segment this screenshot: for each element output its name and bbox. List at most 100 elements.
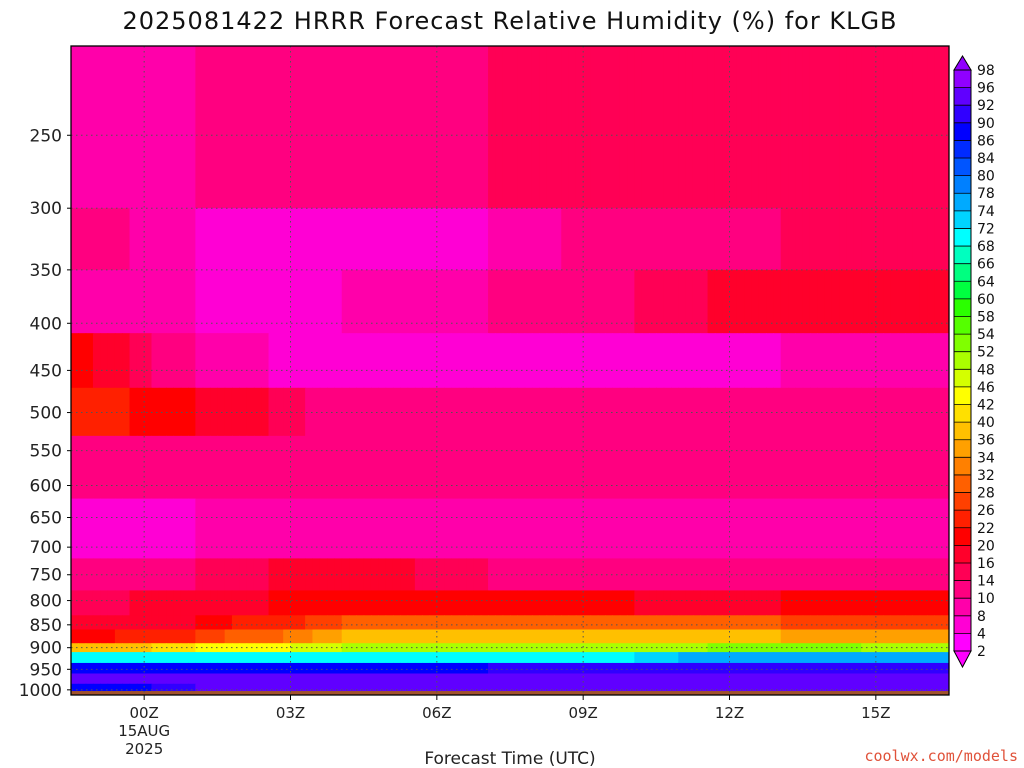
- heat-cell: [890, 673, 899, 685]
- heat-cell: [941, 683, 949, 692]
- heat-cell: [605, 46, 614, 209]
- heat-cell: [261, 629, 270, 644]
- heat-cell: [349, 673, 357, 685]
- heat-cell: [685, 208, 694, 271]
- heat-cell: [414, 269, 423, 334]
- heat-cell: [400, 652, 409, 664]
- heat-cell: [897, 269, 906, 334]
- heat-cell: [385, 387, 394, 437]
- heat-cell: [92, 590, 101, 616]
- heat-cell: [78, 683, 87, 692]
- heat-cell: [144, 558, 153, 592]
- heat-cell: [158, 269, 167, 334]
- heat-cell: [722, 269, 731, 334]
- heat-cell: [290, 683, 299, 692]
- heat-cell: [553, 498, 562, 560]
- heat-cell: [144, 208, 153, 271]
- heat-cell: [919, 46, 928, 209]
- heat-cell: [495, 333, 504, 389]
- heat-cell: [575, 662, 584, 675]
- heat-cell: [758, 333, 767, 389]
- heat-cell: [334, 558, 343, 592]
- heat-cell: [473, 662, 482, 675]
- heat-cell: [253, 662, 262, 675]
- heat-cell: [707, 269, 716, 334]
- heat-cell: [934, 643, 943, 653]
- colorbar-label: 66: [977, 257, 995, 273]
- heat-cell: [275, 662, 284, 675]
- heat-cell: [897, 590, 906, 616]
- heat-cell: [363, 683, 372, 692]
- heat-cell: [685, 683, 694, 692]
- heat-cell: [853, 269, 862, 334]
- heat-cell: [605, 208, 614, 271]
- heat-cell: [714, 590, 723, 616]
- heat-cell: [78, 435, 87, 500]
- heat-cell: [817, 629, 826, 644]
- heat-cell: [831, 590, 840, 616]
- heat-cell: [378, 333, 387, 389]
- colorbar-segment: [954, 175, 971, 194]
- heat-cell: [71, 683, 79, 692]
- heat-cell: [305, 498, 314, 560]
- heat-cell: [173, 652, 182, 664]
- heat-cell: [195, 333, 204, 389]
- x-tick-date: 15AUG: [118, 722, 170, 740]
- colorbar-label: 86: [977, 133, 995, 149]
- heat-cell: [173, 683, 182, 692]
- heat-cell: [488, 673, 496, 685]
- heat-cell: [144, 662, 153, 675]
- heat-cell: [173, 590, 182, 616]
- heat-cell: [407, 208, 416, 271]
- heat-cell: [510, 46, 518, 209]
- heat-cell: [590, 46, 599, 209]
- heat-cell: [700, 683, 709, 692]
- heat-cell: [510, 643, 518, 653]
- heat-cell: [458, 46, 467, 209]
- heat-cell: [707, 662, 716, 675]
- heat-cell: [597, 269, 606, 334]
- heat-cell: [151, 269, 160, 334]
- heat-cell: [649, 435, 657, 500]
- heat-cell: [685, 498, 694, 560]
- heat-cell: [568, 269, 577, 334]
- heat-cell: [546, 498, 555, 560]
- heat-cell: [868, 208, 877, 271]
- heat-cell: [429, 208, 438, 271]
- heat-cell: [414, 643, 423, 653]
- heat-cell: [319, 629, 328, 644]
- heat-cell: [290, 590, 299, 616]
- heat-cell: [546, 333, 555, 389]
- heat-cell: [612, 615, 621, 631]
- heat-cell: [231, 269, 240, 334]
- heat-cell: [100, 683, 109, 692]
- heat-cell: [480, 673, 489, 685]
- heat-cell: [510, 498, 518, 560]
- heat-cell: [261, 435, 270, 500]
- heat-cell: [349, 269, 357, 334]
- heat-cell: [824, 498, 833, 560]
- heat-cell: [283, 269, 292, 334]
- heat-cell: [912, 208, 921, 271]
- heat-cell: [239, 673, 248, 685]
- heat-cell: [129, 498, 138, 560]
- heat-cell: [356, 435, 365, 500]
- heat-cell: [758, 652, 767, 664]
- heat-cell: [692, 673, 701, 685]
- heat-cell: [400, 662, 409, 675]
- heat-cell: [809, 269, 818, 334]
- heat-cell: [524, 46, 533, 209]
- heat-cell: [670, 629, 679, 644]
- heat-cell: [612, 498, 621, 560]
- heat-cell: [502, 208, 511, 271]
- heat-cell: [663, 333, 672, 389]
- heat-cell: [883, 683, 892, 692]
- heat-cell: [692, 435, 701, 500]
- colorbar-label: 28: [977, 486, 995, 502]
- y-tick-label: 1000: [19, 681, 62, 701]
- heat-cell: [312, 615, 321, 631]
- heat-cell: [853, 629, 862, 644]
- heat-cell: [678, 208, 687, 271]
- heat-cell: [853, 435, 862, 500]
- heat-cell: [546, 208, 555, 271]
